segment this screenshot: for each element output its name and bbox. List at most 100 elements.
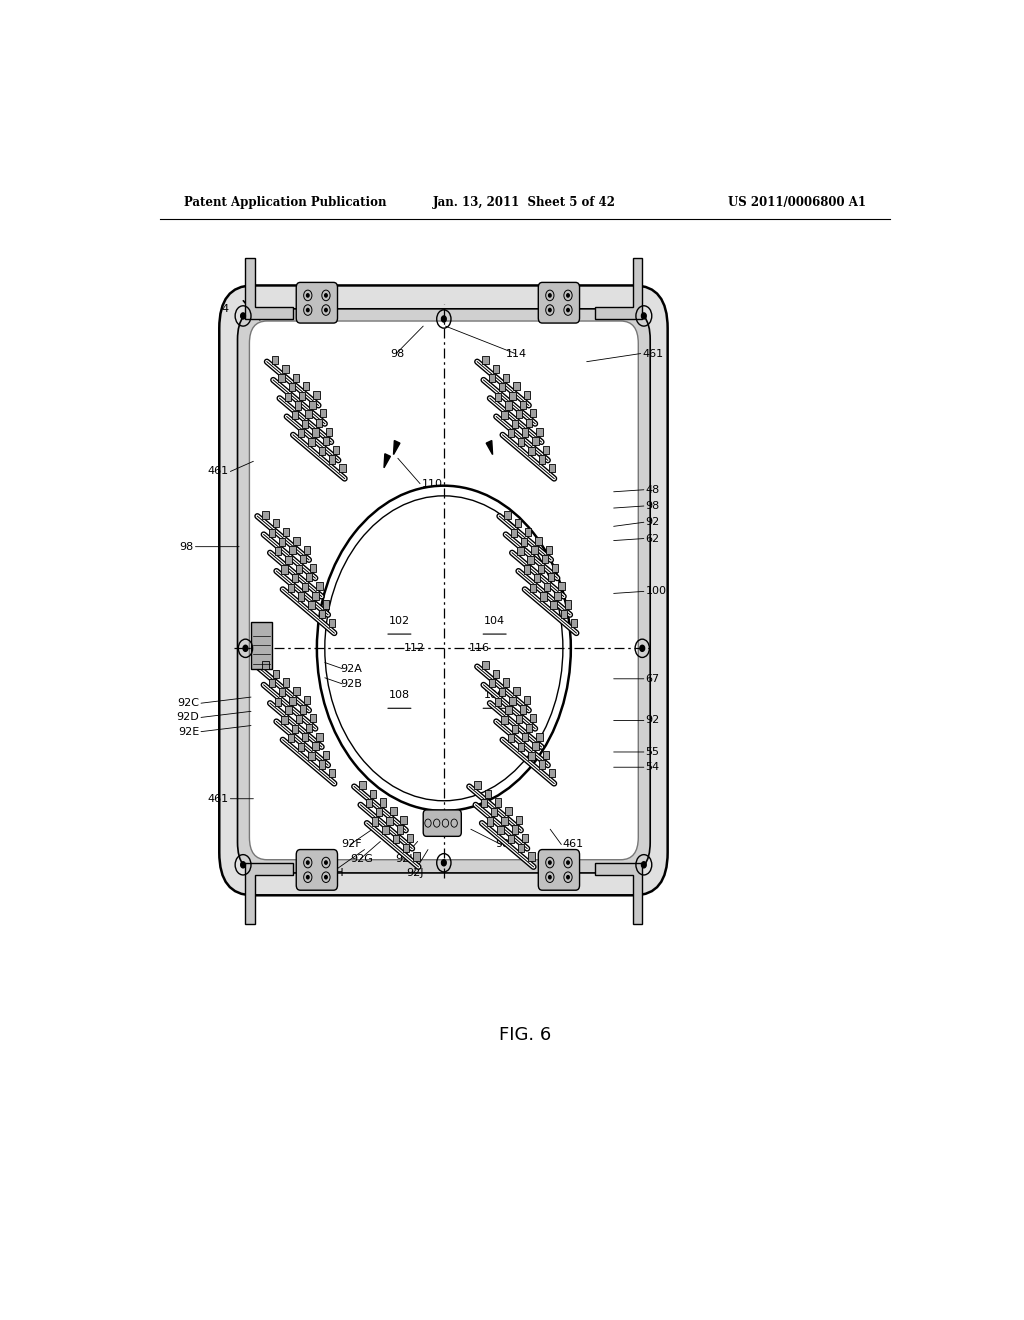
Bar (329, 455, 336, 463)
Polygon shape (595, 257, 642, 319)
Bar (482, 356, 488, 364)
Bar (505, 511, 511, 519)
Polygon shape (595, 863, 642, 924)
Bar (414, 853, 420, 861)
Text: 4: 4 (221, 304, 228, 314)
FancyBboxPatch shape (296, 850, 338, 890)
Bar (272, 356, 279, 364)
Text: 108: 108 (389, 690, 410, 700)
Bar (300, 705, 306, 714)
Bar (571, 619, 578, 627)
Bar (511, 529, 517, 537)
Bar (546, 545, 552, 553)
Bar (293, 374, 299, 381)
Bar (279, 375, 285, 383)
Text: 67: 67 (645, 673, 659, 684)
Bar (308, 601, 314, 610)
Bar (275, 546, 282, 556)
Bar (272, 519, 280, 528)
Bar (519, 400, 526, 409)
Bar (323, 601, 329, 609)
Bar (407, 834, 414, 842)
Bar (370, 789, 376, 797)
Text: 55: 55 (645, 747, 659, 756)
Bar (508, 429, 514, 437)
Bar (268, 529, 275, 537)
Bar (293, 537, 300, 545)
Circle shape (306, 294, 309, 297)
Bar (512, 420, 518, 428)
Circle shape (566, 861, 569, 865)
Bar (286, 706, 292, 714)
Bar (515, 519, 521, 528)
Bar (518, 743, 524, 751)
Bar (329, 770, 336, 777)
Bar (372, 817, 378, 825)
Bar (532, 742, 539, 750)
Bar (251, 622, 271, 669)
Bar (503, 374, 509, 381)
Bar (502, 817, 508, 825)
Bar (308, 438, 314, 446)
Bar (542, 556, 548, 564)
Bar (292, 411, 298, 418)
Text: 92D: 92D (177, 713, 200, 722)
Bar (390, 807, 396, 816)
Bar (484, 789, 490, 797)
Bar (527, 556, 534, 564)
Circle shape (566, 875, 569, 879)
Text: 92B: 92B (341, 678, 362, 689)
Bar (523, 696, 529, 704)
Bar (518, 843, 524, 851)
Bar (543, 751, 549, 759)
Bar (505, 706, 512, 714)
Bar (299, 392, 305, 400)
Bar (298, 429, 304, 437)
Text: 98: 98 (391, 348, 404, 359)
Bar (290, 697, 296, 705)
Bar (517, 546, 523, 556)
Bar (288, 583, 294, 591)
Text: 116: 116 (469, 643, 490, 653)
Bar (515, 411, 522, 418)
Circle shape (241, 313, 246, 319)
Circle shape (325, 861, 328, 865)
Bar (515, 715, 522, 723)
Bar (523, 391, 529, 399)
Bar (329, 619, 336, 627)
Bar (283, 678, 290, 686)
Bar (302, 420, 308, 428)
Bar (318, 610, 325, 618)
Bar (380, 799, 386, 807)
FancyBboxPatch shape (250, 321, 638, 859)
Bar (376, 808, 382, 816)
Text: 92: 92 (645, 715, 659, 726)
Bar (310, 564, 316, 572)
Bar (513, 688, 519, 696)
Bar (565, 601, 571, 609)
Bar (488, 680, 495, 688)
Bar (541, 593, 547, 601)
Circle shape (306, 861, 309, 865)
Bar (528, 751, 535, 760)
Bar (289, 383, 295, 391)
Bar (296, 715, 302, 723)
Text: 92H: 92H (322, 869, 344, 878)
Polygon shape (384, 454, 390, 467)
Circle shape (566, 309, 569, 312)
Circle shape (549, 294, 551, 297)
Text: Jan. 13, 2011  Sheet 5 of 42: Jan. 13, 2011 Sheet 5 of 42 (433, 195, 616, 209)
Bar (558, 582, 565, 590)
Bar (537, 428, 543, 436)
Bar (290, 546, 296, 554)
Bar (499, 383, 505, 391)
Bar (495, 697, 502, 706)
Bar (300, 556, 306, 564)
Bar (502, 715, 508, 723)
Polygon shape (393, 441, 400, 454)
Bar (312, 591, 318, 599)
Bar (400, 816, 407, 824)
Bar (522, 734, 528, 742)
Bar (359, 781, 366, 789)
Bar (549, 770, 555, 777)
